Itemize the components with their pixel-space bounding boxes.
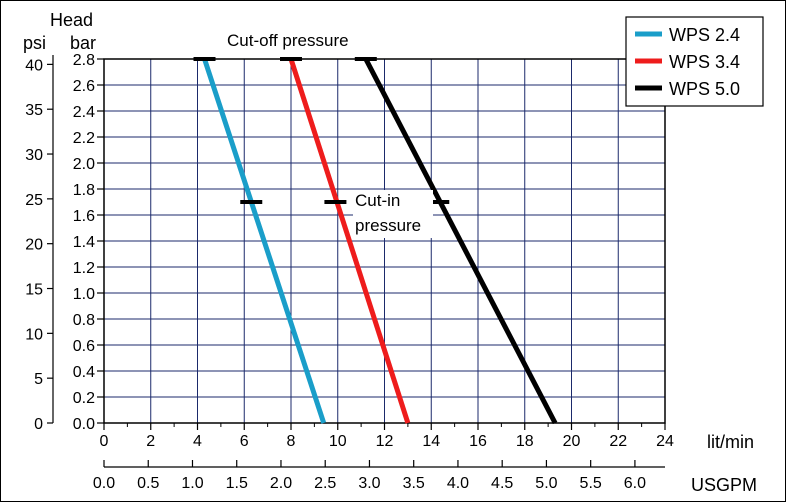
x-axis-tick-label: 24 [656,433,674,450]
cut-off-pressure-label: Cut-off pressure [227,31,349,50]
cut-in-label-line-1: Cut-in [355,191,400,210]
y-axis-bar-tick-label: 2.4 [73,104,95,121]
y-axis-bar-tick-label: 0.8 [73,312,95,329]
series-line-wps-5-0 [363,57,558,425]
y-axis-psi-tick-label: 30 [25,147,43,164]
y-axis-psi-tick-label: 10 [25,326,43,343]
y-axis-bar-tick-label: 0.2 [73,390,95,407]
cut-in-label-background [353,190,433,238]
axis-tick-labels: 0 2 4 6 8 10 12 14 16 18 20 22 240.00.20.40.60.81.01… [25,52,674,492]
x-axis-usgpm-tick-label: 2.5 [314,475,336,492]
y-axis-bar-tick-label: 1.6 [73,208,95,225]
axis-ticks [47,55,666,468]
y-axis-bar-tick-label: 1.4 [73,234,95,251]
x-axis-usgpm-tick-label: 3.5 [403,475,425,492]
x-axis-usgpm-tick-label: 2.0 [270,475,292,492]
x-axis-usgpm-tick-label: 4.0 [447,475,469,492]
x-axis-tick-label: 2 [146,433,155,450]
grid [104,59,665,423]
y-axis-bar-tick-label: 2.0 [73,156,95,173]
x-axis-usgpm-tick-label: 1.0 [181,475,203,492]
x-axis-tick-label: 0 [100,433,109,450]
y-axis-psi-tick-label: 40 [25,57,43,74]
series-lines [202,57,558,425]
x-axis-usgpm-tick-label: 5.5 [580,475,602,492]
x-axis-tick-label: 22 [609,433,627,450]
x-axis-tick-label: 8 [287,433,296,450]
legend-label-wps-5-0: WPS 5.0 [669,79,740,99]
series-line-wps-2-4 [202,58,327,424]
x-axis-tick-label: 18 [516,433,534,450]
y-axis-bar-tick-label: 2.8 [73,52,95,69]
y-axis-bar-tick-label: 0.4 [73,364,95,381]
y-axis-header: Head [50,10,93,30]
y-axis-psi-tick-label: 25 [25,192,43,209]
x-axis-lpm-title: lit/min [707,432,754,452]
x-axis-tick-label: 4 [193,433,202,450]
cut-in-label-line-2: pressure [355,216,421,235]
y-axis-bar-tick-label: 1.0 [73,286,95,303]
x-axis-tick-label: 16 [469,433,487,450]
y-axis-psi-tick-label: 0 [34,416,43,433]
x-axis-usgpm-title: USGPM [691,475,757,495]
x-axis-usgpm-tick-label: 1.5 [226,475,248,492]
y-axis-bar-title: bar [70,33,96,53]
x-axis-tick-label: 14 [422,433,440,450]
x-axis-tick-label: 6 [240,433,249,450]
y-axis-bar-tick-label: 2.2 [73,130,95,147]
x-axis-usgpm-tick-label: 6.0 [624,475,646,492]
x-axis-usgpm-tick-label: 3.0 [358,475,380,492]
y-axis-psi-tick-label: 35 [25,102,43,119]
x-axis-usgpm-tick-label: 5.0 [535,475,557,492]
y-axis-bar-tick-label: 1.2 [73,260,95,277]
x-axis-tick-label: 10 [329,433,347,450]
legend: WPS 2.4 WPS 3.4 WPS 5.0 [625,16,764,107]
y-axis-psi-tick-label: 5 [34,371,43,388]
y-axis-bar-tick-label: 1.8 [73,182,95,199]
y-axis-psi-title: psi [23,33,46,53]
series-line-wps-3-4 [288,58,411,424]
y-axis-bar-tick-label: 2.6 [73,78,95,95]
y-axis-psi-tick-label: 15 [25,282,43,299]
x-axis-usgpm-tick-label: 0.0 [93,475,115,492]
pressure-markers [193,57,450,204]
legend-label-wps-2-4: WPS 2.4 [669,25,740,45]
y-axis-bar-tick-label: 0.6 [73,338,95,355]
x-axis-tick-label: 12 [376,433,394,450]
legend-label-wps-3-4: WPS 3.4 [669,52,740,72]
y-axis-psi-tick-label: 20 [25,237,43,254]
x-axis-usgpm-tick-label: 4.5 [491,475,513,492]
x-axis-usgpm-tick-label: 0.5 [137,475,159,492]
x-axis-tick-label: 20 [563,433,581,450]
y-axis-bar-tick-label: 0.0 [73,416,95,433]
